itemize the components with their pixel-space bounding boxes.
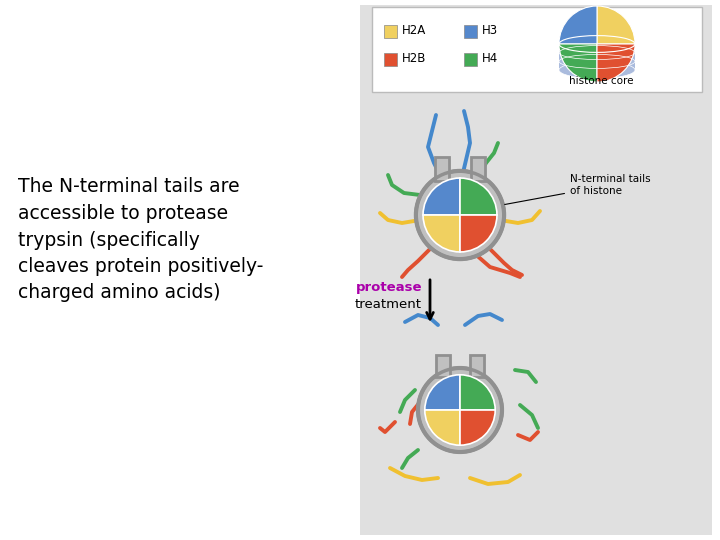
Wedge shape <box>460 410 495 445</box>
Wedge shape <box>597 44 635 82</box>
Wedge shape <box>559 6 597 44</box>
Wedge shape <box>423 215 460 252</box>
Ellipse shape <box>416 171 504 259</box>
Text: H2B: H2B <box>402 52 426 65</box>
Bar <box>559 44 635 70</box>
Text: treatment: treatment <box>355 299 422 312</box>
Wedge shape <box>559 44 597 82</box>
Wedge shape <box>460 215 497 252</box>
Text: N-terminal tails
of histone: N-terminal tails of histone <box>505 174 651 205</box>
Wedge shape <box>460 375 495 410</box>
Bar <box>436 355 450 377</box>
Wedge shape <box>423 178 460 215</box>
Wedge shape <box>425 375 460 410</box>
Text: H4: H4 <box>482 52 498 65</box>
Wedge shape <box>597 6 635 44</box>
Text: The N-terminal tails are
accessible to protease
trypsin (specifically
cleaves pr: The N-terminal tails are accessible to p… <box>18 178 264 302</box>
Text: protease: protease <box>356 280 422 294</box>
Bar <box>471 158 485 180</box>
Wedge shape <box>425 410 460 445</box>
Wedge shape <box>460 178 497 215</box>
Text: histone core: histone core <box>569 76 634 86</box>
Bar <box>464 53 477 66</box>
Bar <box>470 355 484 377</box>
Text: H3: H3 <box>482 24 498 37</box>
Bar <box>384 25 397 38</box>
Ellipse shape <box>559 62 635 78</box>
Ellipse shape <box>418 368 502 452</box>
Bar <box>384 53 397 66</box>
Bar <box>360 5 712 535</box>
Text: H2A: H2A <box>402 24 426 37</box>
Bar <box>464 25 477 38</box>
Bar <box>436 158 449 180</box>
FancyBboxPatch shape <box>372 7 702 92</box>
